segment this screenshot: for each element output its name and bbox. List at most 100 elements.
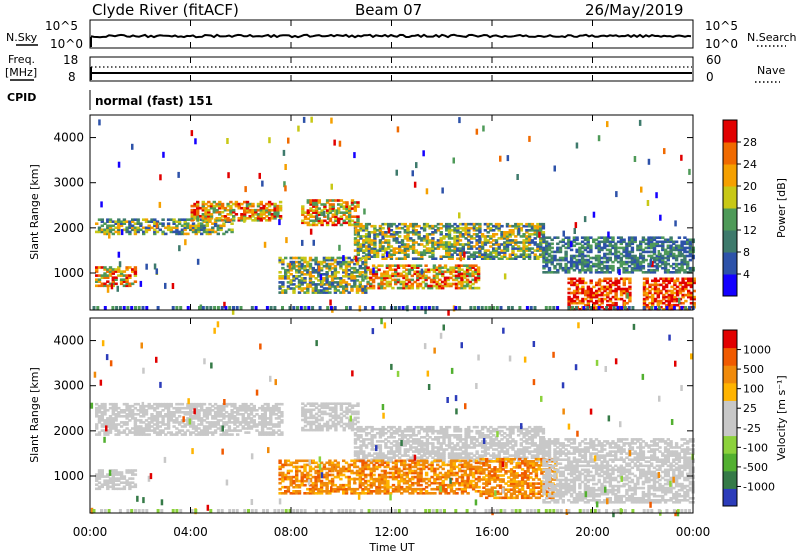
- echo-speckle: [658, 250, 661, 256]
- echo-speckle: [607, 232, 610, 238]
- echo-speckle: [655, 192, 658, 198]
- echo-cell: [277, 407, 280, 410]
- echo-cell: [247, 431, 250, 434]
- echo-cell: [559, 263, 562, 266]
- nsearch-tick-top: 10^5: [705, 19, 738, 33]
- echo-cell: [575, 236, 578, 239]
- near-range-cell: [311, 306, 314, 310]
- near-range-cell: [571, 306, 574, 310]
- echo-cell: [196, 201, 199, 204]
- echo-cell: [128, 274, 131, 277]
- echo-cell: [278, 271, 281, 274]
- echo-cell: [477, 266, 480, 269]
- echo-speckle: [453, 158, 456, 164]
- near-range-cell: [224, 306, 227, 310]
- echo-speckle: [363, 209, 366, 215]
- echo-cell: [477, 287, 480, 290]
- echo-cell: [675, 241, 678, 244]
- echo-cell: [609, 257, 612, 260]
- echo-cell: [381, 227, 384, 230]
- near-range-cell: [413, 306, 416, 310]
- echo-speckle: [310, 229, 313, 235]
- echo-cell: [279, 215, 282, 218]
- echo-cell: [356, 215, 359, 218]
- echo-speckle: [316, 214, 319, 220]
- echo-cell: [459, 434, 462, 437]
- echo-speckle: [396, 170, 399, 176]
- echo-speckle: [650, 259, 653, 265]
- near-range-cell: [628, 306, 631, 310]
- echo-speckle: [178, 245, 181, 251]
- colorbar-tick-label: 8: [743, 246, 750, 259]
- near-range-cell: [307, 306, 310, 310]
- near-range-cell: [428, 306, 431, 310]
- nave-tick-top: 60: [706, 53, 721, 67]
- echo-cell: [419, 264, 422, 267]
- echo-cell: [253, 419, 256, 422]
- freq-tick-bottom: 8: [68, 70, 76, 84]
- echo-speckle: [264, 242, 267, 248]
- echo-cell: [678, 236, 681, 239]
- echo-speckle: [331, 184, 334, 190]
- echo-cell: [232, 209, 235, 212]
- echo-speckle: [98, 119, 101, 125]
- near-range-cell: [654, 306, 657, 310]
- echo-speckle: [259, 173, 262, 179]
- near-range-cell: [326, 306, 329, 310]
- echo-speckle: [504, 273, 507, 279]
- near-range-cell: [157, 306, 160, 310]
- echo-speckle: [507, 155, 510, 161]
- echo-speckle: [243, 217, 246, 223]
- echo-speckle: [593, 212, 596, 218]
- cpid-value: normal (fast) 151: [95, 94, 213, 108]
- near-range-cell: [436, 306, 439, 310]
- colorbar-tick-label: 28: [743, 136, 757, 149]
- echo-speckle: [538, 232, 541, 238]
- echo-cell: [161, 222, 164, 225]
- echo-cell: [103, 403, 106, 406]
- echo-cell: [228, 425, 231, 428]
- echo-cell: [459, 239, 462, 242]
- near-range-cell: [394, 306, 397, 310]
- echo-cell: [280, 403, 283, 406]
- echo-cell: [646, 278, 649, 281]
- echo-cell: [137, 218, 140, 221]
- echo-cell: [167, 222, 170, 225]
- echo-speckle: [570, 241, 573, 247]
- echo-speckle: [108, 233, 111, 239]
- colorbar-tick-label: 4: [743, 268, 750, 281]
- near-range-cell: [213, 306, 216, 310]
- colorbar-swatch: [723, 274, 737, 297]
- echo-cell: [581, 278, 584, 281]
- near-range-cell: [334, 306, 337, 310]
- echo-speckle: [554, 166, 557, 172]
- echo-cell: [260, 201, 263, 204]
- echo-cell: [609, 278, 612, 281]
- echo-speckle: [227, 172, 230, 178]
- echo-cell: [676, 278, 679, 281]
- near-range-cell: [292, 306, 295, 310]
- echo-cell: [235, 213, 238, 216]
- echo-cell: [570, 249, 573, 252]
- near-range-cell: [575, 306, 578, 310]
- echo-cell: [186, 233, 189, 236]
- echo-speckle: [268, 137, 271, 143]
- echo-cell: [328, 291, 331, 294]
- echo-cell: [314, 257, 317, 260]
- near-range-cell: [240, 306, 243, 310]
- near-range-cell: [481, 306, 484, 310]
- echo-speckle: [333, 140, 336, 146]
- freq-label-line2: [MHz]: [5, 66, 37, 79]
- near-range-cell: [534, 306, 537, 310]
- near-range-cell: [266, 306, 269, 310]
- near-range-cell: [349, 306, 352, 310]
- echo-cell: [581, 286, 584, 289]
- near-range-cell: [526, 306, 529, 310]
- echo-speckle: [355, 228, 358, 234]
- colorbar-swatch: [723, 164, 737, 187]
- echo-speckle: [284, 185, 287, 191]
- echo-cell: [470, 430, 473, 433]
- echo-speckle: [412, 170, 415, 176]
- echo-speckle: [441, 188, 444, 194]
- echo-speckle: [318, 266, 321, 272]
